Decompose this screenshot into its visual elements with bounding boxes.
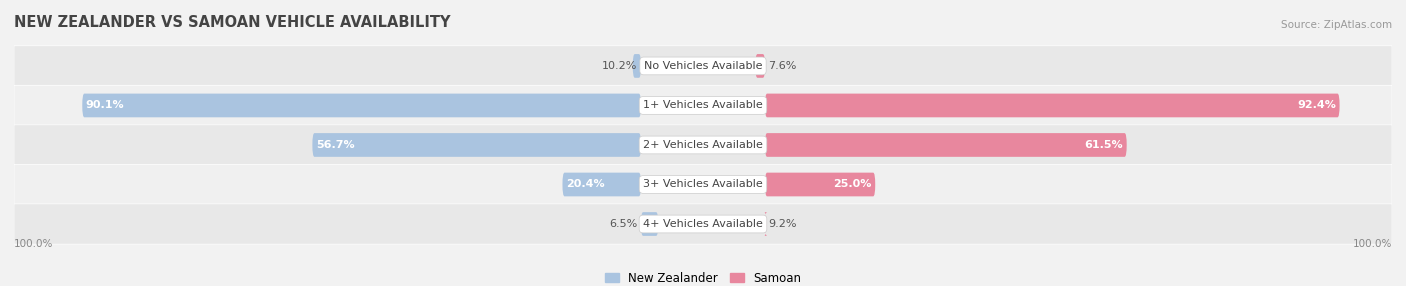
FancyBboxPatch shape [83, 94, 641, 117]
Text: 4+ Vehicles Available: 4+ Vehicles Available [643, 219, 763, 229]
Text: No Vehicles Available: No Vehicles Available [644, 61, 762, 71]
FancyBboxPatch shape [765, 173, 875, 196]
Text: 20.4%: 20.4% [565, 180, 605, 190]
Text: NEW ZEALANDER VS SAMOAN VEHICLE AVAILABILITY: NEW ZEALANDER VS SAMOAN VEHICLE AVAILABI… [14, 15, 450, 29]
FancyBboxPatch shape [765, 212, 768, 236]
Text: 90.1%: 90.1% [86, 100, 124, 110]
Text: 6.5%: 6.5% [609, 219, 637, 229]
FancyBboxPatch shape [14, 204, 1392, 244]
FancyBboxPatch shape [312, 133, 641, 157]
FancyBboxPatch shape [14, 46, 1392, 86]
Text: Source: ZipAtlas.com: Source: ZipAtlas.com [1281, 19, 1392, 29]
FancyBboxPatch shape [641, 212, 658, 236]
Text: 56.7%: 56.7% [316, 140, 354, 150]
FancyBboxPatch shape [755, 54, 765, 78]
Legend: New Zealander, Samoan: New Zealander, Samoan [605, 272, 801, 285]
FancyBboxPatch shape [14, 164, 1392, 205]
Text: 3+ Vehicles Available: 3+ Vehicles Available [643, 180, 763, 190]
FancyBboxPatch shape [562, 173, 641, 196]
Text: 92.4%: 92.4% [1298, 100, 1336, 110]
Text: 1+ Vehicles Available: 1+ Vehicles Available [643, 100, 763, 110]
FancyBboxPatch shape [14, 125, 1392, 165]
Text: 9.2%: 9.2% [769, 219, 797, 229]
Text: 7.6%: 7.6% [769, 61, 797, 71]
Text: 25.0%: 25.0% [834, 180, 872, 190]
FancyBboxPatch shape [14, 85, 1392, 126]
Text: 100.0%: 100.0% [1353, 239, 1392, 249]
Text: 100.0%: 100.0% [14, 239, 53, 249]
FancyBboxPatch shape [765, 133, 1126, 157]
Text: 2+ Vehicles Available: 2+ Vehicles Available [643, 140, 763, 150]
FancyBboxPatch shape [633, 54, 641, 78]
Text: 10.2%: 10.2% [602, 61, 637, 71]
Text: 61.5%: 61.5% [1084, 140, 1123, 150]
FancyBboxPatch shape [765, 94, 1340, 117]
